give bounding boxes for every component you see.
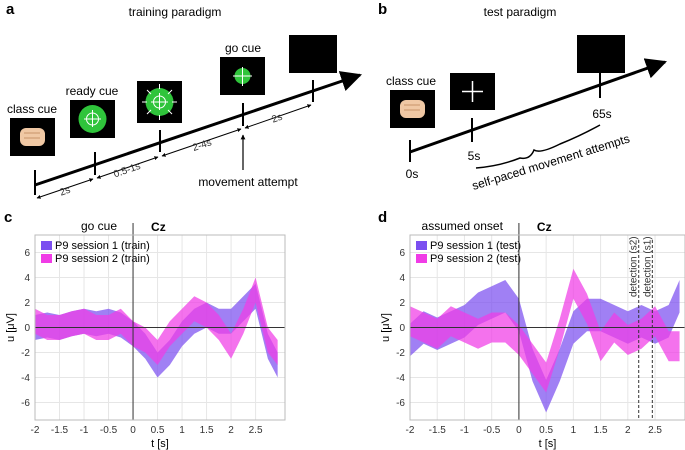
event-label: assumed onset — [422, 219, 504, 233]
time-label: 0s — [406, 167, 419, 181]
panel-label: c — [4, 209, 12, 226]
diagram-title: test paradigm — [484, 5, 557, 19]
y-tick-label: -6 — [21, 398, 30, 409]
y-tick-label: 2 — [24, 298, 30, 309]
note: movement attempt — [198, 175, 298, 189]
y-tick-label: 6 — [24, 248, 30, 259]
time-ticks — [409, 73, 601, 162]
x-axis-label: t [s] — [151, 438, 169, 450]
x-tick-label: 2 — [228, 425, 234, 436]
chart-title: Cz — [537, 220, 552, 234]
blank-box — [577, 35, 625, 73]
x-tick-label: 1.5 — [200, 425, 214, 436]
x-tick-label: -0.5 — [483, 425, 501, 436]
plot-frame — [34, 234, 286, 421]
interval-label: 2-4s — [191, 137, 213, 154]
y-tick-label: 6 — [399, 248, 405, 259]
x-tick-label: -2 — [31, 425, 40, 436]
legend-label: P9 session 2 (test) — [430, 253, 521, 265]
diagram-title: training paradigm — [129, 5, 222, 19]
y-tick-label: 0 — [24, 323, 30, 334]
x-tick-label: 1 — [571, 425, 577, 436]
x-tick-label: 0 — [130, 425, 136, 436]
x-tick-label: -0.5 — [100, 425, 118, 436]
target-icon — [142, 84, 177, 120]
x-tick-label: -1 — [80, 425, 89, 436]
fist-icon — [400, 100, 425, 118]
cue-label: class cue — [7, 102, 57, 116]
y-tick-label: 4 — [24, 273, 30, 284]
interval-label: 0.5-1s — [112, 161, 142, 180]
blank-box — [289, 35, 337, 73]
x-tick-label: 2 — [625, 425, 631, 436]
event-label: detection (s1) — [642, 236, 653, 297]
y-tick-label: -6 — [396, 398, 405, 409]
x-tick-label: 2.5 — [249, 425, 263, 436]
panel-a: a training paradigm 2s 0.5-1s 2-4s 2s mo… — [6, 1, 362, 199]
legend-swatch — [41, 254, 52, 263]
interval-label: 2s — [58, 185, 72, 199]
interval-arrows — [36, 104, 312, 199]
legend-swatch — [416, 254, 427, 263]
y-tick-label: -4 — [21, 373, 30, 384]
event-label: detection (s2) — [629, 236, 640, 297]
panel-label: d — [378, 209, 387, 226]
plot-frame — [409, 234, 685, 421]
y-axis-label: u [μV] — [380, 313, 392, 342]
panel-label: a — [6, 1, 15, 18]
x-tick-label: 2.5 — [648, 425, 662, 436]
x-tick-label: -1.5 — [51, 425, 69, 436]
time-label: 5s — [468, 149, 481, 163]
panel-label: b — [378, 1, 387, 18]
chart-title: Cz — [151, 220, 166, 234]
legend-label: P9 session 1 (train) — [55, 240, 150, 252]
panel-b: b test paradigm 0s 5s 65s self-paced mov… — [378, 1, 667, 193]
target-icon — [233, 67, 252, 86]
confidence-band — [410, 268, 680, 393]
y-tick-label: 0 — [399, 323, 405, 334]
target-icon — [78, 105, 107, 133]
x-tick-label: 0.5 — [151, 425, 165, 436]
cue-label: class cue — [386, 74, 436, 88]
cue-label: go cue — [225, 41, 261, 55]
x-tick-label: -2 — [406, 425, 415, 436]
interval-label: 2s — [270, 112, 284, 126]
legend-label: P9 session 2 (train) — [55, 253, 150, 265]
legend-label: P9 session 1 (test) — [430, 240, 521, 252]
x-tick-label: 1 — [179, 425, 185, 436]
legend-swatch — [41, 241, 52, 250]
y-tick-label: 2 — [399, 298, 405, 309]
fist-icon — [20, 128, 45, 146]
x-tick-label: -1 — [460, 425, 469, 436]
x-tick-label: 0.5 — [539, 425, 553, 436]
timeline — [409, 58, 667, 154]
legend-swatch — [416, 241, 427, 250]
brace — [475, 124, 601, 169]
time-ticks — [34, 80, 314, 195]
note: self-paced movement attempts — [470, 131, 631, 192]
event-label: go cue — [81, 219, 117, 233]
y-tick-label: -2 — [396, 348, 405, 359]
time-label: 65s — [592, 107, 611, 121]
x-tick-label: 0 — [516, 425, 522, 436]
y-tick-label: -2 — [21, 348, 30, 359]
confidence-band — [410, 280, 680, 413]
fixation-cross — [462, 81, 483, 102]
y-axis-label: u [μV] — [5, 313, 17, 342]
x-tick-label: -1.5 — [429, 425, 447, 436]
x-tick-label: 1.5 — [594, 425, 608, 436]
cue-label: ready cue — [66, 84, 119, 98]
confidence-band — [35, 277, 278, 365]
y-tick-label: -4 — [396, 373, 405, 384]
x-axis-label: t [s] — [539, 438, 557, 450]
y-tick-label: 4 — [399, 273, 405, 284]
